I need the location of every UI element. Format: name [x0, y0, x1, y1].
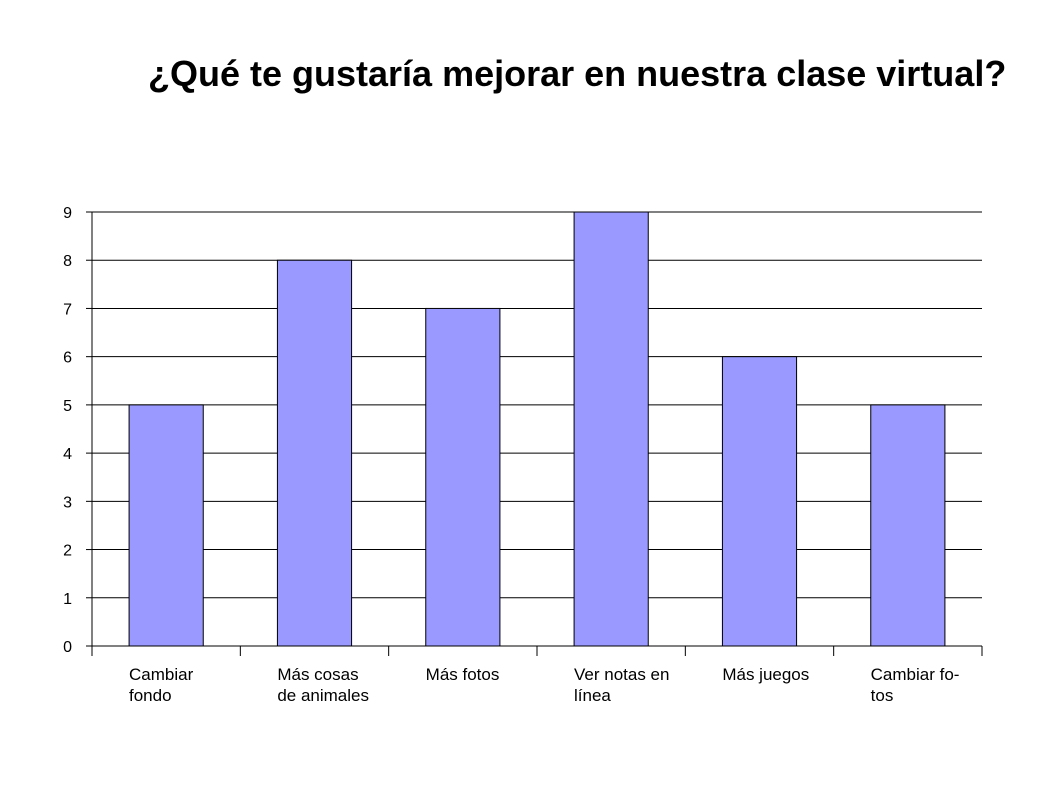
- x-category-label: Ver notas en línea: [574, 665, 669, 705]
- bars: [128, 211, 946, 647]
- y-tick-label: 0: [63, 639, 72, 656]
- y-tick-label: 5: [63, 398, 72, 415]
- bar: [721, 356, 798, 647]
- gridlines: [92, 211, 982, 599]
- x-category-label: Más juegos: [722, 665, 809, 684]
- y-tick-label: 9: [63, 205, 72, 222]
- y-tick-label: 8: [63, 253, 72, 270]
- x-category-label: Más fotos: [426, 665, 500, 684]
- bar: [425, 307, 501, 647]
- y-tick-label: 1: [63, 591, 72, 608]
- x-category-label: Más cosas de animales: [277, 665, 369, 705]
- y-tick-label: 3: [63, 494, 72, 511]
- y-tick-label: 6: [63, 350, 72, 367]
- bar: [573, 211, 649, 647]
- x-category-labels: Cambiar fondo Más cosas de animales Más foto…: [129, 665, 959, 705]
- y-tick-label: 2: [63, 543, 72, 560]
- y-tick-labels: 0 1 2 3 4 5 6 7 8 9: [63, 205, 72, 656]
- bar: [870, 404, 946, 647]
- bar: [276, 259, 353, 647]
- bar: [128, 404, 204, 647]
- y-tick-label: 4: [63, 446, 72, 463]
- x-category-label: Cambiar fo-tos: [871, 665, 960, 705]
- chart-title: ¿Qué te gustaría mejorar en nuestra clas…: [148, 53, 1007, 94]
- y-tick-label: 7: [63, 301, 72, 318]
- x-category-label: Cambiar fondo: [129, 665, 194, 705]
- axes: [86, 211, 983, 656]
